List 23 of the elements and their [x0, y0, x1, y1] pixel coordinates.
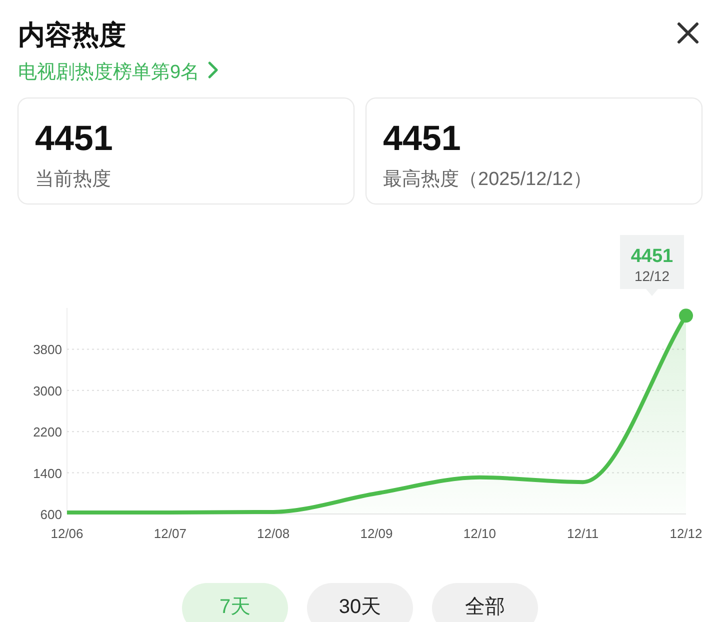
y-tick-label: 3000: [33, 383, 62, 398]
text: 当前热度: [35, 168, 111, 190]
x-tick-label: 12/10: [463, 526, 496, 541]
x-tick-label: 12/06: [50, 526, 84, 541]
text: 全部: [465, 596, 505, 618]
y-tick-label: 2200: [33, 424, 62, 440]
x-tick-label: 12/12: [670, 526, 702, 541]
x-tick-label: 12/07: [154, 526, 186, 541]
y-tick-label: 1400: [33, 466, 62, 481]
text: 4451: [35, 119, 113, 158]
y-tick-label: 3800: [33, 342, 62, 358]
annotation: 4451: [630, 246, 674, 267]
subtitle: 电视剧热度榜单第9名: [18, 62, 200, 83]
title: 内容热度: [18, 20, 126, 50]
category-label: 12/12: [634, 268, 670, 284]
text: 30天: [338, 596, 382, 618]
text: 7天: [219, 596, 251, 618]
text: 最高热度（2025/12/12）: [383, 168, 592, 190]
x-tick-label: 12/08: [257, 526, 290, 541]
x-tick-label: 12/09: [360, 526, 393, 541]
text: 4451: [383, 119, 461, 158]
x-tick-label: 12/11: [567, 526, 599, 541]
y-tick-label: 600: [40, 507, 62, 522]
